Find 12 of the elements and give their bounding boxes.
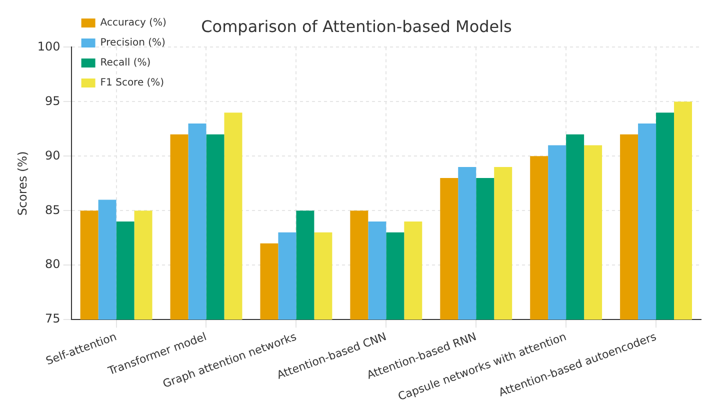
y-axis-title: Scores (%) bbox=[15, 151, 30, 216]
y-tick-label: 95 bbox=[45, 94, 60, 108]
y-tick-label: 100 bbox=[37, 39, 60, 54]
legend-label: F1 Score (%) bbox=[100, 78, 164, 89]
y-tick-label: 75 bbox=[45, 312, 60, 326]
y-tick-label: 80 bbox=[45, 257, 60, 272]
chart-title: Comparison of Attention-based Models bbox=[201, 16, 512, 36]
y-tick-label: 90 bbox=[45, 148, 60, 162]
legend-label: Accuracy (%) bbox=[100, 18, 167, 29]
y-tick-label: 85 bbox=[45, 202, 60, 217]
legend-label: Precision (%) bbox=[100, 38, 166, 49]
legend-label: Recall (%) bbox=[100, 58, 151, 69]
